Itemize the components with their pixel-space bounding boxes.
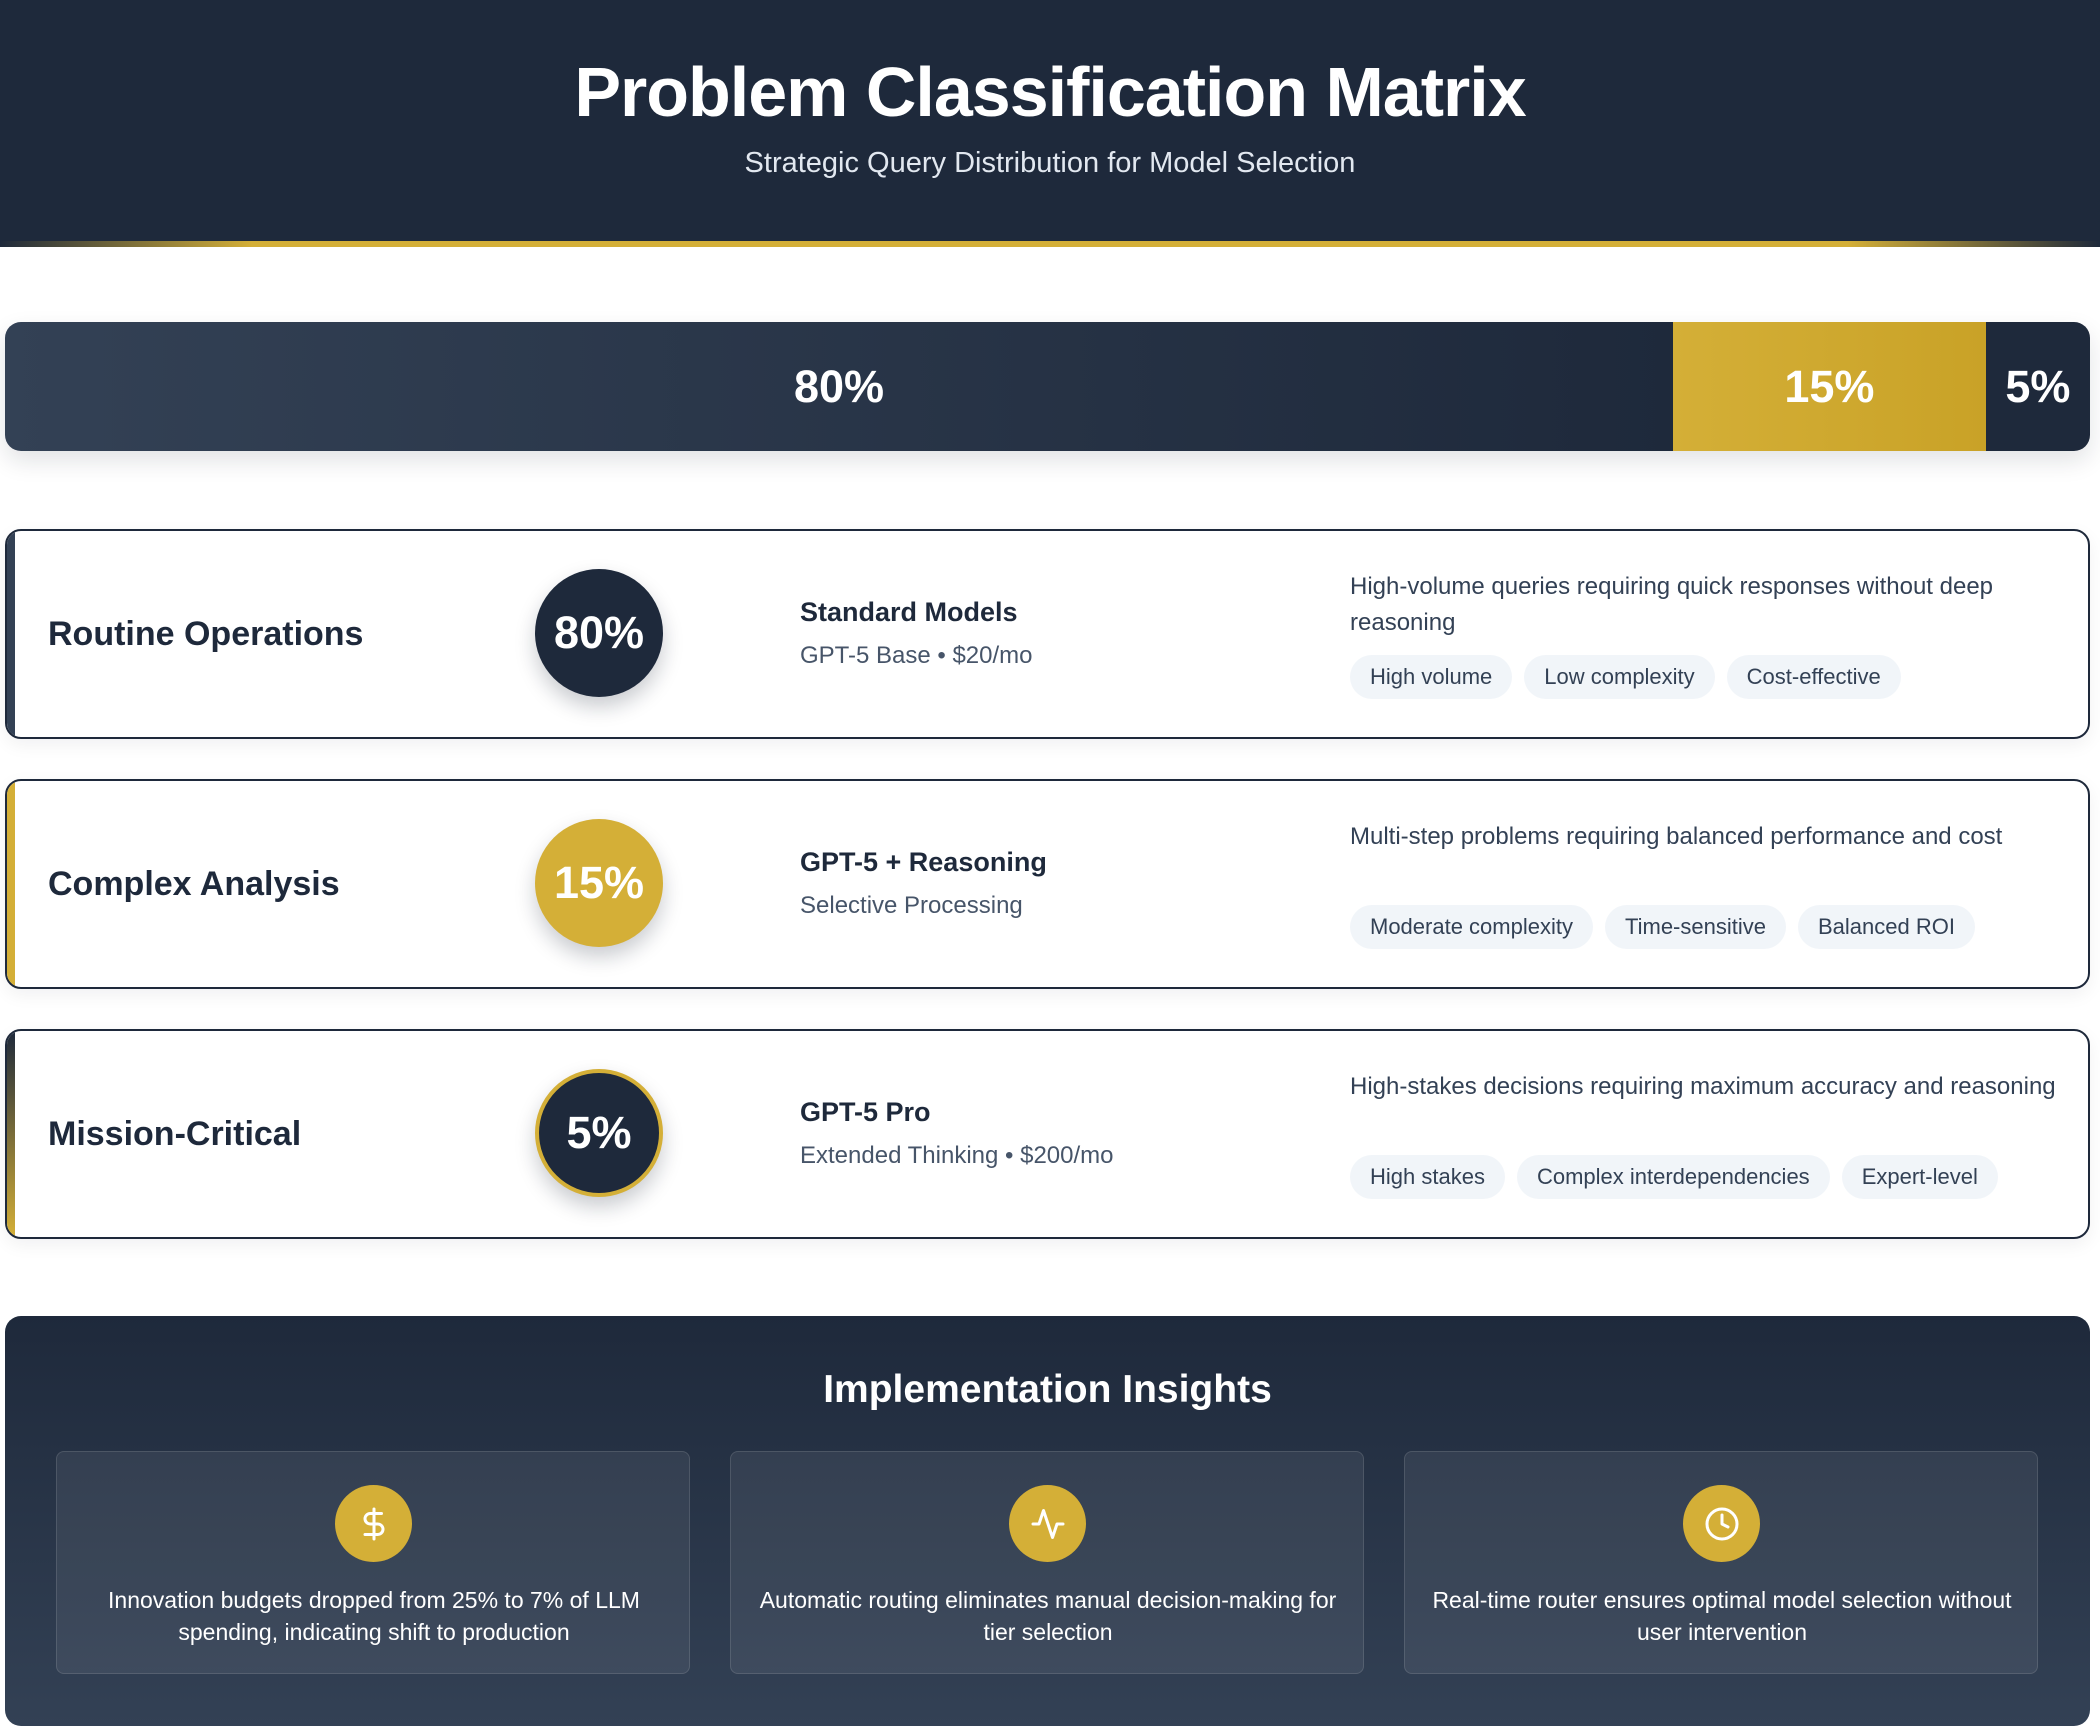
tag-list: Moderate complexity Time-sensitive Balan… [1350,905,1975,949]
category-percent-badge: 80% [535,569,663,697]
model-details: GPT-5 Base • $20/mo [800,642,1033,669]
model-info: GPT-5 + Reasoning Selective Processing [800,847,1047,920]
activity-icon [1009,1485,1086,1562]
insights-title: Implementation Insights [823,1368,1272,1411]
tag: Balanced ROI [1797,905,1975,949]
distribution-label-routine: 80% [793,360,885,412]
distribution-bar: 80% 15% 5% [5,322,2090,451]
category-card-complex: Complex Analysis 15% GPT-5 + Reasoning S… [5,779,2090,989]
distribution-segment-complex: 15% [1673,322,1986,451]
clock-icon [1683,1485,1760,1562]
tag: High stakes [1350,1155,1505,1199]
tag-list: High volume Low complexity Cost-effectiv… [1350,655,1901,699]
model-name: GPT-5 Pro [800,1097,931,1127]
tag: Low complexity [1524,655,1715,699]
tag-list: High stakes Complex interdependencies Ex… [1350,1155,1998,1199]
category-name: Routine Operations [48,614,364,653]
header: Problem Classification Matrix Strategic … [0,0,2100,241]
insight-text: Real-time router ensures optimal model s… [1432,1587,2012,1645]
card-accent-stripe [7,531,15,737]
distribution-label-complex: 15% [1784,360,1875,412]
model-info: GPT-5 Pro Extended Thinking • $200/mo [800,1097,1114,1170]
insight-text: Automatic routing eliminates manual deci… [759,1587,1337,1645]
model-details: Extended Thinking • $200/mo [800,1142,1114,1169]
model-info: Standard Models GPT-5 Base • $20/mo [800,597,1033,670]
card-accent-stripe [7,1031,15,1237]
tag: High volume [1350,655,1513,699]
card-accent-stripe [7,781,15,987]
tag: Complex interdependencies [1516,1155,1830,1199]
insight-text: Innovation budgets dropped from 25% to 7… [108,1587,640,1645]
insight-card-budget: Innovation budgets dropped from 25% to 7… [56,1451,690,1674]
distribution-segment-critical: 5% [1985,322,2090,451]
page-title: Problem Classification Matrix [574,53,1526,131]
tag: Cost-effective [1726,655,1901,699]
model-name: Standard Models [800,597,1018,627]
distribution-label-critical: 5% [2005,360,2071,412]
category-description: High-volume queries requiring quick resp… [1350,573,1994,636]
model-details: Selective Processing [800,892,1023,919]
tag: Moderate complexity [1350,905,1593,949]
tag: Expert-level [1841,1155,1998,1199]
dollar-icon [335,1485,412,1562]
category-name: Mission-Critical [48,1114,302,1153]
category-card-routine: Routine Operations 80% Standard Models G… [5,529,2090,739]
tag: Time-sensitive [1604,905,1786,949]
header-accent-line [0,241,2100,247]
page-subtitle: Strategic Query Distribution for Model S… [744,147,1356,179]
model-name: GPT-5 + Reasoning [800,847,1047,877]
category-percent-badge: 15% [535,819,663,947]
insights-panel: Implementation Insights Innovation budge… [5,1316,2090,1726]
category-name: Complex Analysis [48,864,340,903]
category-percent-badge: 5% [535,1069,663,1197]
distribution-segment-routine: 80% [5,322,1673,451]
category-description: Multi-step problems requiring balanced p… [1350,823,2003,850]
category-card-critical: Mission-Critical 5% GPT-5 Pro Extended T… [5,1029,2090,1239]
category-description: High-stakes decisions requiring maximum … [1350,1073,2056,1100]
insight-card-router: Real-time router ensures optimal model s… [1404,1451,2038,1674]
insight-card-routing: Automatic routing eliminates manual deci… [730,1451,1364,1674]
